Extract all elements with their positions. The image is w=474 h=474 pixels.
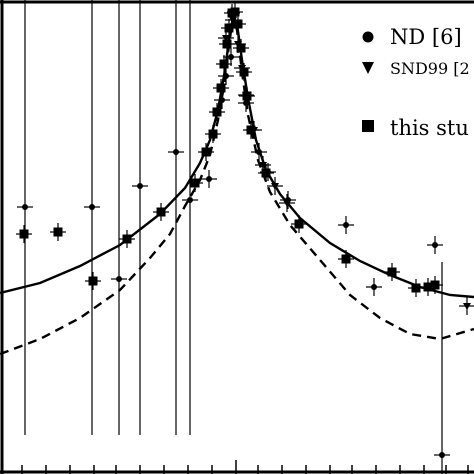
data-point-nd: [206, 176, 212, 182]
data-point-this-study: [387, 267, 397, 277]
data-point-this-study: [122, 234, 132, 244]
legend-entry-nd: ND [6]: [362, 25, 462, 49]
data-point-snd99: [259, 162, 267, 169]
data-point-this-study: [239, 67, 249, 77]
data-markers: [19, 7, 471, 458]
legend-entry-snd99: SND99 [2: [362, 59, 470, 78]
legend-marker-triangle: [362, 62, 374, 74]
data-point-nd: [89, 204, 95, 210]
legend-marker-circle: [362, 31, 374, 43]
data-point-nd: [371, 284, 377, 290]
legend-label-this-study: this stu: [390, 116, 469, 140]
data-point-nd: [256, 149, 262, 155]
data-point-this-study: [219, 59, 229, 69]
data-point-snd99: [229, 17, 237, 24]
data-point-this-study: [216, 83, 226, 93]
data-point-this-study: [222, 39, 232, 49]
data-point-this-study: [423, 282, 433, 292]
data-point-nd: [223, 73, 229, 79]
data-point-this-study: [430, 280, 440, 290]
data-point-snd99: [271, 183, 279, 190]
data-point-this-study: [224, 23, 234, 33]
data-point-this-study: [88, 276, 98, 286]
data-point-nd: [173, 149, 179, 155]
data-point-this-study: [19, 229, 29, 239]
data-point-this-study: [236, 43, 246, 53]
data-point-this-study: [190, 178, 200, 188]
data-point-snd99: [463, 303, 471, 310]
data-point-this-study: [233, 19, 243, 29]
data-point-this-study: [201, 147, 211, 157]
data-point-nd: [187, 197, 193, 203]
data-point-nd: [343, 222, 349, 228]
data-point-this-study: [411, 283, 421, 293]
data-point-this-study: [246, 125, 256, 135]
data-point-this-study: [212, 107, 222, 117]
data-point-nd: [243, 100, 249, 106]
data-point-this-study: [294, 219, 304, 229]
data-point-nd: [116, 276, 122, 282]
data-point-this-study: [156, 207, 166, 217]
data-point-this-study: [261, 168, 271, 178]
data-point-nd: [137, 183, 143, 189]
legend: ND [6] SND99 [2 this stu: [362, 25, 470, 140]
legend-label-nd: ND [6]: [390, 25, 462, 49]
data-point-nd: [432, 242, 438, 248]
data-point-this-study: [242, 91, 252, 101]
data-point-snd99: [283, 200, 291, 207]
legend-label-snd99: SND99 [2: [390, 59, 470, 78]
data-point-this-study: [208, 129, 218, 139]
data-point-nd: [228, 54, 234, 60]
data-point-this-study: [341, 254, 351, 264]
data-point-nd: [439, 452, 445, 458]
data-point-snd99: [222, 35, 230, 42]
legend-entry-this-study: this stu: [362, 116, 469, 140]
data-point-nd: [219, 97, 225, 103]
data-point-nd: [22, 204, 28, 210]
data-point-this-study: [53, 227, 63, 237]
data-point-this-study: [230, 7, 240, 17]
legend-marker-square: [362, 120, 374, 132]
